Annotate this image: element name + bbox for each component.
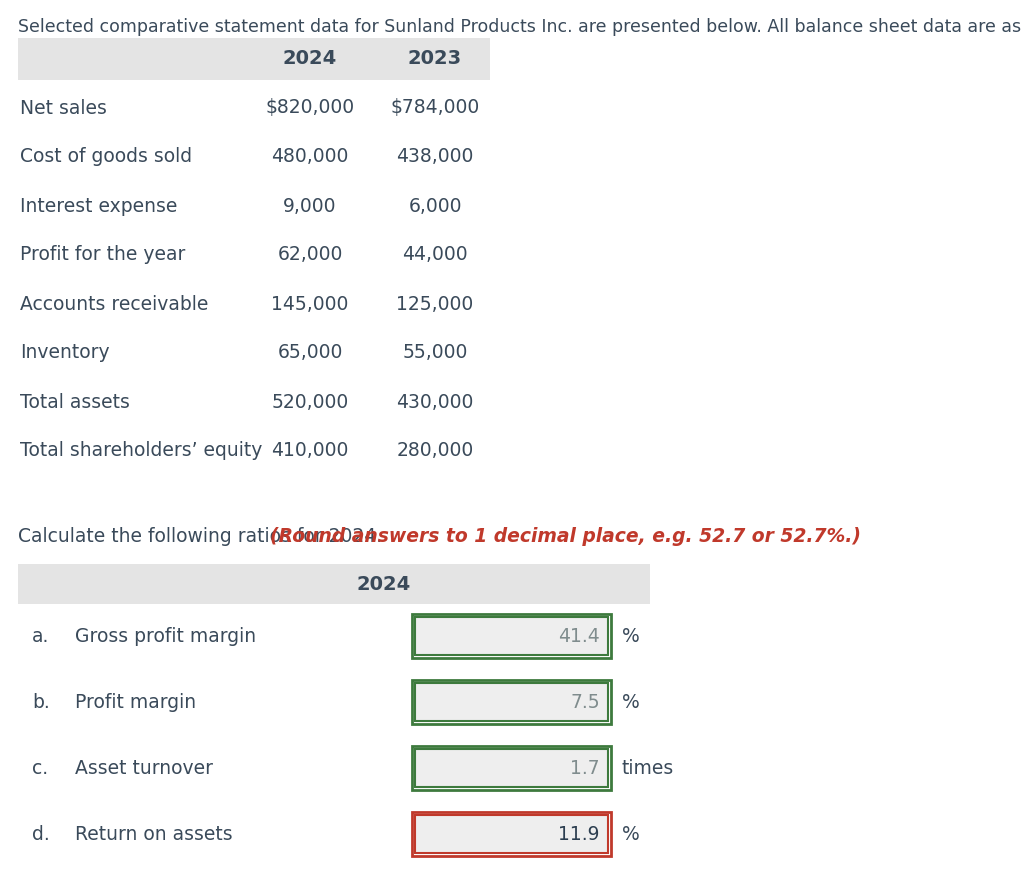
Text: 145,000: 145,000 bbox=[271, 294, 349, 314]
Text: 2024: 2024 bbox=[357, 575, 411, 594]
Text: 520,000: 520,000 bbox=[271, 392, 348, 412]
Text: 41.4: 41.4 bbox=[558, 626, 600, 646]
Text: 410,000: 410,000 bbox=[271, 442, 349, 461]
Text: 1.7: 1.7 bbox=[570, 759, 600, 778]
Text: Return on assets: Return on assets bbox=[75, 824, 232, 844]
Text: 62,000: 62,000 bbox=[278, 245, 343, 265]
Text: Selected comparative statement data for Sunland Products Inc. are presented belo: Selected comparative statement data for … bbox=[18, 18, 1024, 36]
Text: %: % bbox=[622, 824, 640, 844]
Text: %: % bbox=[622, 693, 640, 711]
Text: 6,000: 6,000 bbox=[409, 196, 462, 215]
Text: 438,000: 438,000 bbox=[396, 147, 474, 166]
Text: Cost of goods sold: Cost of goods sold bbox=[20, 147, 193, 166]
Text: Calculate the following ratios for 2024.: Calculate the following ratios for 2024. bbox=[18, 526, 388, 546]
Text: c.: c. bbox=[32, 759, 48, 778]
Text: 480,000: 480,000 bbox=[271, 147, 349, 166]
FancyBboxPatch shape bbox=[415, 683, 608, 721]
Text: 2024: 2024 bbox=[283, 50, 337, 68]
FancyBboxPatch shape bbox=[18, 564, 650, 604]
Text: b.: b. bbox=[32, 693, 50, 711]
Text: Net sales: Net sales bbox=[20, 98, 106, 117]
Text: 44,000: 44,000 bbox=[402, 245, 468, 265]
Text: $820,000: $820,000 bbox=[265, 98, 354, 117]
Text: Profit margin: Profit margin bbox=[75, 693, 197, 711]
Text: Asset turnover: Asset turnover bbox=[75, 759, 213, 778]
Text: Gross profit margin: Gross profit margin bbox=[75, 626, 256, 646]
FancyBboxPatch shape bbox=[415, 815, 608, 853]
Text: 2023: 2023 bbox=[408, 50, 462, 68]
Text: Total shareholders’ equity: Total shareholders’ equity bbox=[20, 442, 262, 461]
FancyBboxPatch shape bbox=[415, 617, 608, 655]
Text: %: % bbox=[622, 626, 640, 646]
Text: (Round answers to 1 decimal place, e.g. 52.7 or 52.7%.): (Round answers to 1 decimal place, e.g. … bbox=[270, 526, 861, 546]
Text: $784,000: $784,000 bbox=[390, 98, 479, 117]
Text: 11.9: 11.9 bbox=[558, 824, 600, 844]
FancyBboxPatch shape bbox=[415, 749, 608, 787]
Text: 7.5: 7.5 bbox=[570, 693, 600, 711]
Text: 65,000: 65,000 bbox=[278, 343, 343, 363]
Text: 55,000: 55,000 bbox=[402, 343, 468, 363]
Text: 125,000: 125,000 bbox=[396, 294, 474, 314]
Text: 280,000: 280,000 bbox=[396, 442, 474, 461]
Text: Total assets: Total assets bbox=[20, 392, 130, 412]
FancyBboxPatch shape bbox=[18, 38, 490, 80]
Text: Profit for the year: Profit for the year bbox=[20, 245, 185, 265]
Text: a.: a. bbox=[32, 626, 49, 646]
Text: 9,000: 9,000 bbox=[284, 196, 337, 215]
Text: Inventory: Inventory bbox=[20, 343, 110, 363]
Text: d.: d. bbox=[32, 824, 50, 844]
Text: Interest expense: Interest expense bbox=[20, 196, 177, 215]
Text: Accounts receivable: Accounts receivable bbox=[20, 294, 208, 314]
Text: times: times bbox=[622, 759, 674, 778]
Text: 430,000: 430,000 bbox=[396, 392, 474, 412]
